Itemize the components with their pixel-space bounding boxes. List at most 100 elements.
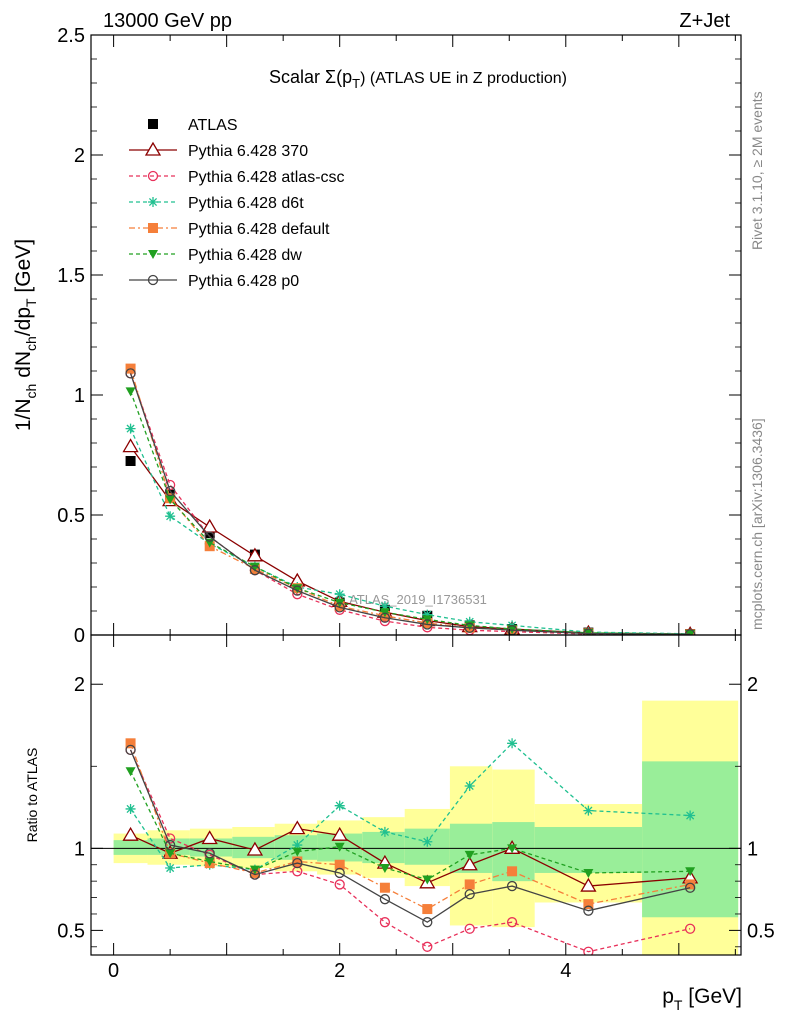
ratio-point-5-8 (464, 889, 475, 900)
ratio-point-4-1 (165, 849, 176, 859)
xtick-label-0: 0 (108, 960, 119, 982)
ratio-point-0-10 (580, 877, 597, 892)
legend-entry-4: Pythia 6.428 default (129, 221, 330, 238)
xtick-label-1: 2 (334, 960, 345, 982)
ratio-series-line-0 (130, 827, 691, 887)
xtick-label-2: 4 (560, 960, 571, 982)
ratio-point-5-3 (249, 869, 261, 880)
ratio-ytick-label-right-1: 1 (747, 838, 758, 860)
main-point-6-11 (684, 629, 696, 635)
ratio-point-3-4 (292, 856, 303, 867)
ratio-series-4 (125, 767, 696, 885)
ratio-point-0-3 (246, 841, 264, 856)
ratio-point-1-4 (292, 866, 303, 877)
ratio-point-5-0 (125, 744, 136, 756)
ratio-point-1-11 (684, 923, 696, 934)
legend-entry-0: ATLAS (148, 117, 238, 134)
ratio-point-0-5 (331, 826, 348, 841)
ratio-point-3-8 (464, 879, 475, 890)
ratio-point-0-8 (461, 856, 478, 871)
ratio-point-4-8 (464, 850, 475, 860)
main-ytick-label-3: 1.5 (57, 265, 85, 287)
ratio-point-1-5 (334, 879, 345, 890)
ratio-point-4-5 (334, 842, 345, 852)
ratio-series-line-3 (129, 743, 691, 910)
ratio-point-3-9 (507, 866, 518, 877)
main-series-6 (125, 368, 696, 635)
ratio-point-3-11 (685, 879, 696, 890)
ratio-point-5-1 (164, 839, 176, 851)
ratio-point-1-7 (422, 941, 433, 952)
ratio-point-5-5 (334, 867, 345, 879)
legend-marker-5 (148, 250, 158, 259)
main-plot-title: Scalar Σ(pT) (ATLAS UE in Z production) (269, 67, 567, 91)
main-point-1-3 (246, 547, 264, 562)
green-band-10 (534, 827, 643, 873)
legend-label-3: Pythia 6.428 d6t (188, 195, 304, 212)
ratio-point-5-6 (379, 894, 391, 905)
ratio-series-line-5 (129, 749, 691, 923)
axes: 0 0.5 1 1.5 2 2.5 0 2 4 0.5 0.5 1 1 2 2 (57, 25, 775, 982)
main-series-line-6 (129, 373, 691, 635)
main-series (122, 363, 696, 635)
rivet-version-label: Rivet 3.1.10, ≥ 2M events (749, 91, 765, 250)
main-point-5-9 (507, 625, 518, 634)
uncertainty-bands (91, 700, 741, 955)
main-point-6-10 (583, 628, 594, 635)
ratio-point-4-2 (204, 857, 215, 867)
main-point-6-1 (164, 485, 176, 497)
ratio-point-2-7 (422, 836, 433, 847)
ratio-point-5-11 (684, 882, 696, 893)
main-series-line-5 (129, 391, 691, 635)
energy-label: 13000 GeV pp (103, 10, 232, 32)
analysis-watermark: ATLAS_2019_I1736531 (349, 592, 487, 607)
ratio-point-4-9 (507, 844, 518, 854)
ratio-point-1-6 (379, 917, 391, 928)
main-ylabel: 1/Nch dNch/dpT [GeV] (12, 239, 39, 431)
ratio-frame (90, 634, 742, 956)
ratio-ytick-label-1: 1 (74, 838, 85, 860)
main-series-line-2 (129, 373, 691, 635)
legend-marker-2 (147, 170, 159, 182)
legend-marker-4 (148, 223, 158, 233)
main-point-3-6 (379, 601, 390, 612)
main-point-5-1 (165, 495, 176, 505)
legend-marker-1 (144, 141, 162, 156)
main-point-6-3 (249, 565, 261, 576)
legend-entry-2: Pythia 6.428 atlas-csc (129, 169, 345, 186)
green-band-11 (642, 761, 739, 918)
green-band-2 (189, 838, 233, 857)
main-point-5-0 (125, 387, 136, 397)
ratio-series (122, 738, 699, 955)
ratio-point-2-5 (334, 800, 345, 811)
source-label: mcplots.cern.ch [arXiv:1306.3436] (749, 418, 765, 630)
legend: ATLAS Pythia 6.428 370 Pythia 6.428 atlas-… (129, 117, 345, 290)
main-point-6-6 (379, 612, 391, 623)
xlabel: pT [GeV] (662, 985, 742, 1013)
ratio-series-line-4 (129, 770, 691, 881)
ratio-point-3-10 (583, 899, 594, 910)
legend-entry-3: Pythia 6.428 d6t (129, 195, 304, 212)
legend-marker-0 (148, 119, 158, 129)
ratio-series-5 (125, 744, 696, 928)
legend-label-0: ATLAS (188, 117, 238, 134)
ratio-point-2-9 (507, 738, 518, 749)
ratio-ytick-label-2: 2 (74, 674, 85, 696)
ratio-point-4-7 (422, 875, 433, 885)
green-band-0 (113, 840, 148, 855)
legend-label-5: Pythia 6.428 dw (188, 247, 302, 264)
ratio-point-2-4 (292, 840, 303, 851)
ratio-point-4-4 (292, 847, 303, 857)
main-point-6-0 (125, 368, 136, 379)
ratio-point-4-11 (685, 867, 696, 877)
legend-entry-5: Pythia 6.428 dw (129, 247, 302, 264)
ratio-point-2-11 (685, 810, 696, 821)
main-point-5-3 (249, 562, 260, 572)
ratio-point-1-1 (164, 833, 176, 844)
main-series-line-3 (129, 428, 691, 635)
ratio-point-0-2 (201, 830, 218, 845)
ratio-point-0-0 (122, 826, 139, 841)
main-point-0-2 (204, 528, 215, 538)
ratio-point-2-10 (583, 805, 594, 816)
